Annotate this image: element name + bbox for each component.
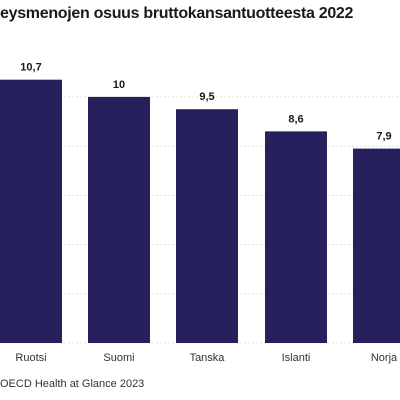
bar-ruotsi [0,79,62,344]
value-labels: 10,7 10 9,5 8,6 7,9 [20,62,391,143]
category-label: Norja [371,352,398,364]
category-label: Suomi [103,352,134,364]
bar-norja [353,148,400,343]
chart-title: eysmenojen osuus bruttokansantuotteesta … [0,5,354,22]
source-note: OECD Health at Glance 2023 [0,378,145,390]
category-label: Tanska [190,352,226,364]
bar-value-label: 7,9 [376,131,391,143]
category-label: Islanti [282,352,311,364]
bar-value-label: 8,6 [288,113,303,125]
bar-islanti [265,131,327,343]
bars [0,79,400,344]
bar-tanska [176,109,238,343]
category-labels: Ruotsi Suomi Tanska Islanti Norja [15,352,398,364]
bar-suomi [88,96,150,343]
bar-value-label: 10,7 [20,62,41,74]
bar-value-label: 9,5 [199,91,214,103]
category-label: Ruotsi [15,352,46,364]
bar-value-label: 10 [113,79,125,91]
